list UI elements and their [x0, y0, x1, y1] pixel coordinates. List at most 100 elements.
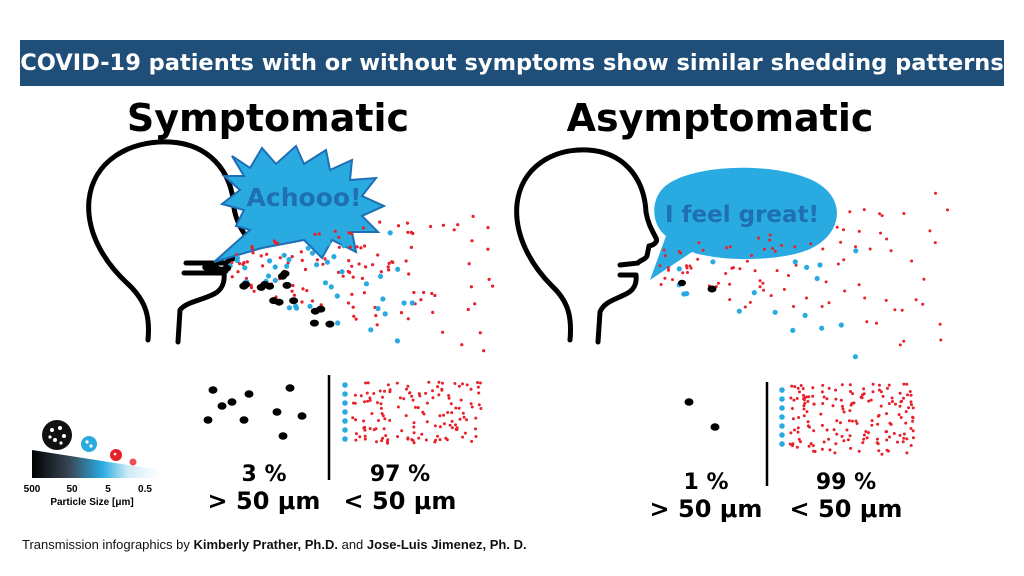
symptomatic-heading: Symptomatic	[126, 96, 410, 140]
small-particle	[386, 441, 390, 445]
medium-particle	[281, 252, 287, 258]
small-particle	[421, 410, 425, 414]
small-particle	[681, 271, 685, 275]
small-particle	[896, 440, 899, 444]
small-particle	[368, 427, 372, 431]
small-particle	[849, 446, 853, 450]
small-particle	[469, 285, 473, 289]
small-particle	[476, 385, 480, 389]
medium-particle	[342, 436, 348, 442]
small-particle	[354, 317, 358, 321]
symptomatic-large-stat: 3 % > 50 μm	[204, 462, 324, 514]
small-particle	[900, 308, 904, 312]
medium-particle	[710, 259, 716, 265]
small-particle	[388, 390, 392, 394]
medium-particle	[779, 441, 785, 447]
small-particle	[372, 428, 376, 432]
medium-particle	[684, 291, 690, 297]
medium-particle	[779, 423, 785, 429]
small-particle	[462, 415, 466, 419]
large-particle	[289, 297, 299, 305]
large-particle	[684, 398, 694, 406]
small-particle	[350, 264, 354, 268]
small-particle	[842, 410, 846, 414]
small-particle	[761, 281, 765, 285]
small-particle	[757, 236, 761, 240]
medium-particle	[363, 281, 370, 287]
small-particle	[398, 396, 402, 400]
small-particle	[898, 404, 902, 408]
small-particle	[410, 438, 414, 442]
small-particle	[758, 279, 762, 283]
small-particle	[857, 283, 861, 287]
medium-particle	[792, 259, 798, 265]
small-particle	[911, 406, 915, 410]
small-particle	[469, 402, 473, 406]
small-particle	[430, 291, 434, 296]
medium-particle	[772, 309, 778, 315]
small-particle	[809, 242, 813, 246]
small-particle	[885, 438, 889, 442]
small-particle	[910, 259, 914, 263]
small-particle	[383, 389, 386, 393]
medium-particle	[234, 255, 240, 261]
small-particle	[899, 416, 903, 419]
asymptomatic-small-label: < 50 μm	[789, 495, 903, 523]
small-particle	[667, 268, 670, 272]
credit-prefix: Transmission infographics by	[22, 537, 194, 552]
small-particle	[379, 270, 383, 274]
medium-particle	[819, 325, 825, 331]
small-particle	[411, 398, 415, 402]
small-particle	[840, 404, 844, 408]
large-particle	[227, 398, 237, 406]
large-particle	[297, 412, 307, 420]
small-particle	[390, 260, 394, 264]
small-particle	[476, 381, 479, 384]
small-particle	[809, 442, 813, 446]
small-particle	[350, 232, 354, 236]
small-particle	[363, 400, 366, 404]
small-particle	[441, 223, 445, 227]
small-particle	[424, 438, 428, 442]
small-particle	[899, 400, 903, 404]
small-particle	[414, 405, 417, 409]
small-particle	[905, 451, 909, 455]
small-particle	[440, 387, 444, 391]
small-particle	[412, 290, 416, 295]
medium-particle	[409, 300, 415, 306]
large-particle	[272, 408, 282, 416]
small-particle	[408, 391, 411, 395]
small-particle	[820, 423, 824, 427]
credit-author-jimenez: Jose-Luis Jimenez, Ph. D.	[366, 537, 527, 552]
small-particle	[454, 406, 458, 410]
small-particle	[820, 305, 824, 308]
large-particle	[707, 285, 717, 293]
small-particle	[909, 400, 913, 404]
small-particle	[795, 445, 799, 449]
medium-particle	[817, 262, 823, 268]
small-particle	[299, 250, 303, 254]
small-particle	[420, 432, 424, 436]
symptomatic-speech-bubble	[213, 144, 387, 263]
small-particle	[807, 425, 811, 429]
small-particle	[360, 276, 364, 280]
small-particle	[410, 394, 414, 398]
small-particle	[431, 396, 435, 400]
small-particle	[461, 411, 465, 415]
small-particle	[885, 448, 889, 452]
small-particle	[376, 401, 379, 405]
small-particle	[465, 418, 468, 422]
medium-particle	[328, 284, 334, 290]
small-particle	[245, 260, 249, 264]
size-tick-0-5: 0.5	[138, 484, 152, 495]
large-particle	[239, 416, 249, 424]
small-particle	[454, 423, 457, 427]
small-particle	[848, 409, 852, 413]
small-particle	[479, 407, 483, 410]
small-particle	[868, 247, 872, 251]
small-particle	[822, 440, 826, 444]
small-particle	[417, 436, 421, 440]
small-particle-icon	[110, 449, 122, 461]
small-particle	[407, 272, 411, 276]
large-particle-icon	[42, 420, 72, 450]
